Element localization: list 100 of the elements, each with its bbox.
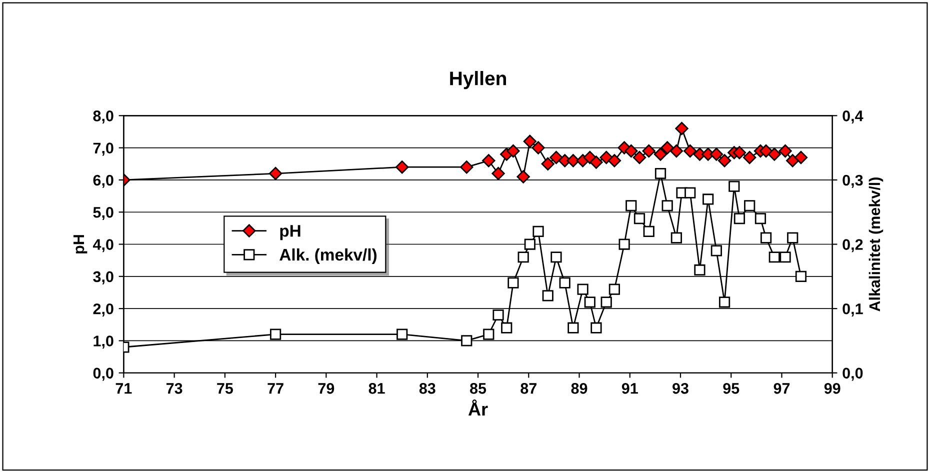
y-axis-title: pH xyxy=(73,235,88,254)
point xyxy=(632,150,646,164)
point xyxy=(483,328,494,340)
x-tick-label: 99 xyxy=(824,383,840,394)
point xyxy=(718,154,732,168)
x-tick-label: 89 xyxy=(571,383,588,394)
point xyxy=(492,309,504,321)
point xyxy=(795,270,807,282)
y2-tick-label: 0,4 xyxy=(842,110,864,124)
point xyxy=(577,284,588,295)
point xyxy=(618,238,630,250)
point xyxy=(728,180,740,192)
point xyxy=(654,168,666,180)
y2-tick-label: 0,3 xyxy=(842,174,863,188)
point xyxy=(684,144,697,158)
point xyxy=(675,122,688,136)
point xyxy=(568,322,579,334)
x-axis-title: År xyxy=(468,400,488,416)
point xyxy=(590,322,602,334)
point xyxy=(662,200,673,212)
x-tick-label: 81 xyxy=(368,383,385,394)
point xyxy=(460,160,474,174)
y-tick-label: 2,0 xyxy=(93,303,114,316)
chart-title: Hyllen xyxy=(450,70,506,90)
point xyxy=(532,226,544,237)
point xyxy=(523,134,536,148)
point xyxy=(684,187,696,198)
point xyxy=(482,154,496,168)
point xyxy=(734,212,746,224)
y-tick-label: 3,0 xyxy=(93,271,114,284)
point xyxy=(608,154,622,168)
point xyxy=(550,150,563,164)
point xyxy=(654,148,668,161)
x-tick-label: 73 xyxy=(166,383,182,394)
point xyxy=(550,252,562,263)
x-tick-label: 95 xyxy=(723,383,740,394)
point xyxy=(702,194,714,205)
point xyxy=(492,166,505,180)
point xyxy=(760,232,772,244)
y-tick-label: 1,0 xyxy=(94,336,114,349)
x-tick-label: 71 xyxy=(116,383,132,394)
point xyxy=(268,166,282,180)
point xyxy=(626,200,637,212)
point xyxy=(670,144,684,158)
x-tick-label: 85 xyxy=(470,383,486,394)
point xyxy=(787,232,798,244)
point xyxy=(660,141,674,154)
point xyxy=(524,238,536,250)
point xyxy=(600,296,612,308)
point xyxy=(624,144,638,158)
y-tick-label: 5,0 xyxy=(93,206,114,220)
point xyxy=(600,150,613,164)
point xyxy=(584,296,596,308)
y-tick-label: 7,0 xyxy=(93,142,114,156)
x-tick-label: 83 xyxy=(419,383,436,394)
x-tick-label: 97 xyxy=(774,383,790,394)
point xyxy=(516,170,530,184)
point xyxy=(710,245,722,256)
point xyxy=(566,154,580,168)
point xyxy=(732,146,746,160)
y2-axis-title: Alkalinitet (mekv/l) xyxy=(868,178,884,312)
point xyxy=(532,141,545,154)
legend-label: Alk. (mekv/l) xyxy=(280,248,377,264)
legend-label: pH xyxy=(280,225,300,240)
point xyxy=(270,328,282,340)
point xyxy=(778,144,792,158)
x-tick-label: 79 xyxy=(318,383,334,394)
point xyxy=(396,160,409,174)
y-tick-label: 8,0 xyxy=(93,110,114,124)
x-tick-label: 87 xyxy=(520,383,536,394)
y2-tick-label: 0,0 xyxy=(842,368,863,381)
y-tick-label: 4,0 xyxy=(92,239,114,252)
point xyxy=(642,144,656,158)
x-tick-label: 93 xyxy=(672,383,688,394)
point xyxy=(518,252,529,263)
y2-tick-label: 0,2 xyxy=(842,239,863,252)
point xyxy=(541,157,554,170)
point xyxy=(506,144,520,158)
point xyxy=(743,150,756,164)
y2-tick-label: 0,1 xyxy=(842,303,863,316)
point xyxy=(670,232,682,244)
point xyxy=(780,252,791,263)
point xyxy=(461,335,472,346)
point xyxy=(542,290,554,302)
y-tick-label: 6,0 xyxy=(93,174,114,188)
y-tick-label: 0,0 xyxy=(93,368,114,381)
point xyxy=(768,252,780,263)
point xyxy=(559,277,570,288)
point xyxy=(786,154,800,168)
point xyxy=(608,284,620,295)
point xyxy=(508,277,519,288)
point xyxy=(710,148,724,161)
point xyxy=(590,156,603,169)
x-tick-label: 75 xyxy=(217,383,233,394)
point xyxy=(768,148,781,161)
point xyxy=(396,328,408,340)
point xyxy=(744,200,756,212)
point xyxy=(634,212,646,224)
point xyxy=(694,264,706,276)
point xyxy=(754,212,766,224)
